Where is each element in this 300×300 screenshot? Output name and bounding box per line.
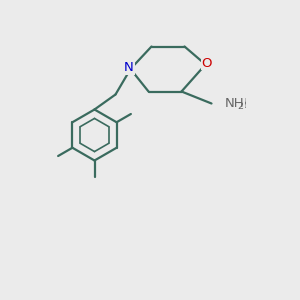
Text: NH: NH <box>225 97 244 110</box>
Text: NH: NH <box>228 97 248 110</box>
Text: 2: 2 <box>237 102 243 111</box>
Text: 2: 2 <box>241 101 247 110</box>
Text: N: N <box>124 61 134 74</box>
Text: O: O <box>202 56 212 70</box>
